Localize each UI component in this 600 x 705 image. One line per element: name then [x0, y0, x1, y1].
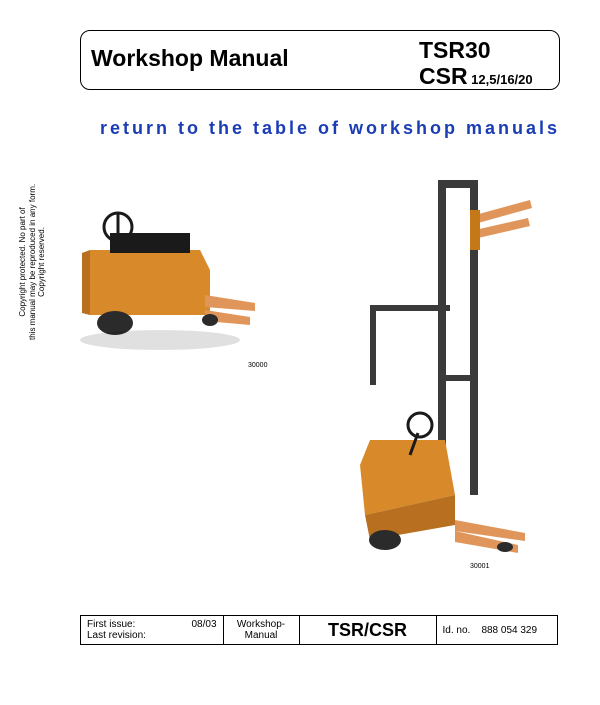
last-revision-label: Last revision: [87, 630, 217, 641]
model-label-1: TSR30 [419, 37, 491, 64]
footer-issue-cell: First issue: 08/03 Last revision: [81, 616, 224, 645]
forklift-left-image [60, 195, 260, 360]
copyright-line3: Copyright reserved. [37, 227, 46, 297]
copyright-line1: Copyright protected. No part of [18, 207, 27, 316]
model-2-suffix: 12,5/16/20 [468, 72, 533, 87]
idno-label: Id. no. [443, 625, 471, 636]
footer-model-cell: TSR/CSR [299, 616, 436, 645]
copyright-line2: this manual may be reproduced in any for… [28, 184, 37, 340]
model-2-main: CSR [419, 63, 468, 89]
footer-idno-cell: Id. no. 888 054 329 [436, 616, 558, 645]
page-title: Workshop Manual [91, 45, 289, 72]
forklift-right-image [310, 175, 540, 560]
idno-value: 888 054 329 [481, 625, 537, 636]
model-label-2: CSR 12,5/16/20 [419, 63, 533, 90]
first-issue-value: 08/03 [191, 619, 216, 630]
footer-table: First issue: 08/03 Last revision: Worksh… [80, 615, 558, 645]
title-box: Workshop Manual TSR30 CSR 12,5/16/20 [80, 30, 560, 90]
figure-right-caption: 30001 [470, 563, 489, 570]
copyright-text: Copyright protected. No part of this man… [18, 184, 47, 340]
figure-left-caption: 30000 [248, 362, 267, 369]
first-issue-label: First issue: [87, 619, 135, 630]
return-link[interactable]: return to the table of workshop manuals [100, 118, 560, 139]
footer-doctype-cell: Workshop- Manual [223, 616, 299, 645]
